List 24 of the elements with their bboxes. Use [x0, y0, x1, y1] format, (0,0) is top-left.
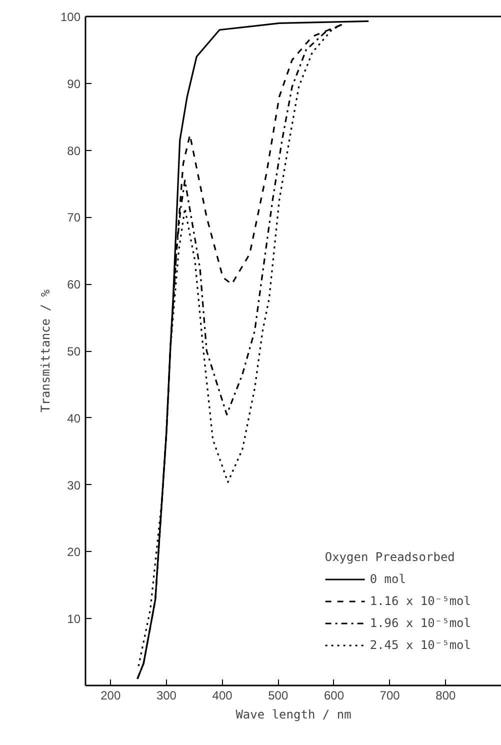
y-tick-label: 50 — [67, 344, 81, 358]
legend-label: 0 mol — [370, 572, 406, 586]
y-tick-label: 40 — [67, 411, 81, 426]
y-tick-label: 60 — [67, 278, 81, 292]
y-tick-label: 100 — [60, 10, 81, 24]
legend-label: 1.16 x 10⁻⁵mol — [370, 594, 471, 608]
legend-label: 1.96 x 10⁻⁵mol — [370, 616, 471, 630]
y-tick-label: 20 — [67, 545, 81, 560]
x-tick-label: 800 — [436, 688, 456, 702]
x-tick-label: 400 — [212, 688, 233, 702]
x-tick-label: 200 — [100, 688, 121, 702]
y-tick-label: 90 — [67, 76, 81, 91]
legend-title: Oxygen Preadsorbed — [324, 550, 456, 564]
x-tick-label: 700 — [380, 688, 400, 702]
y-tick-label: 30 — [67, 478, 81, 492]
legend-label: 2.45 x 10⁻⁵mol — [370, 638, 471, 652]
y-tick-label: 80 — [67, 144, 81, 158]
x-tick-label: 500 — [268, 688, 288, 702]
x-tick-label: 600 — [324, 688, 344, 702]
x-tick-label: 300 — [156, 688, 177, 702]
y-axis-title: Transmittance / % — [38, 288, 52, 412]
x-axis-title: Wave length / nm — [236, 708, 352, 722]
y-tick-label: 10 — [67, 612, 81, 626]
y-tick-label: 70 — [67, 210, 81, 225]
